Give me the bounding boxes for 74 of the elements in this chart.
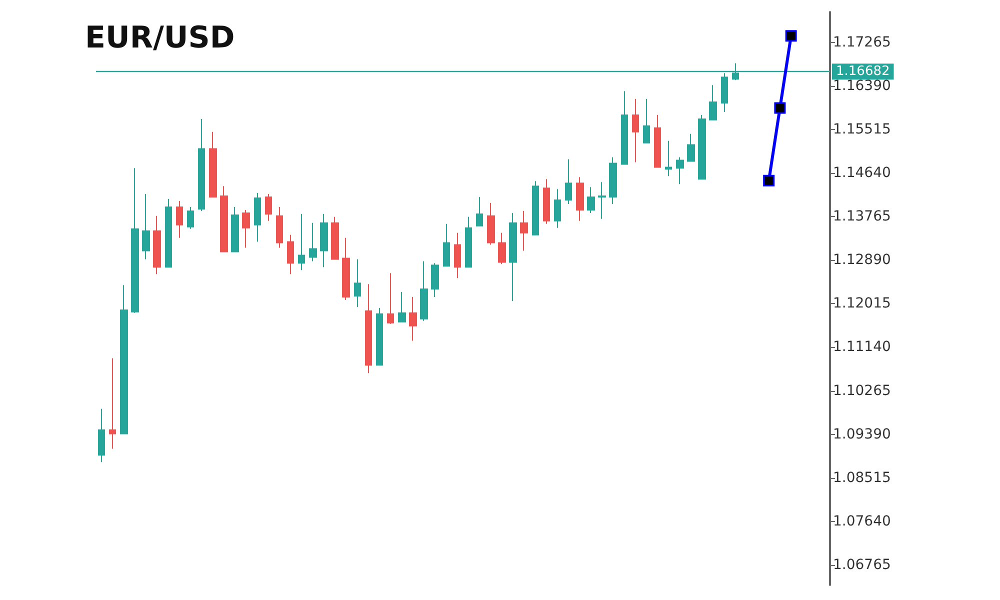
candlestick	[476, 196, 483, 226]
candlestick	[498, 232, 506, 265]
candlestick	[342, 237, 350, 300]
candlestick	[587, 186, 595, 214]
point	[763, 174, 775, 186]
y-tick-label: 1.17265	[833, 34, 891, 51]
candlestick	[454, 232, 461, 279]
candlestick	[420, 260, 428, 322]
y-tick-label: 1.16390	[833, 78, 891, 94]
candlestick	[287, 234, 294, 275]
candlestick	[465, 216, 472, 268]
candlestick	[354, 258, 361, 308]
y-tick-label: 1.08515	[833, 470, 891, 486]
candlestick	[209, 131, 217, 198]
candlestick	[331, 216, 339, 260]
candlestick	[276, 206, 283, 248]
candlestick	[709, 84, 717, 120]
y-tick-label: 1.09390	[833, 426, 891, 442]
candlestick	[176, 200, 183, 238]
candlestick	[376, 307, 383, 366]
candlestick	[254, 192, 261, 242]
candlestick	[131, 168, 139, 314]
candlestick	[609, 156, 617, 204]
candlestick	[220, 186, 228, 252]
candlestick	[309, 222, 317, 262]
candlestick	[687, 133, 695, 162]
candlestick	[698, 114, 706, 180]
chart-title: EUR/USD	[85, 20, 235, 56]
candlestick	[598, 182, 606, 220]
candlestick	[165, 198, 172, 268]
candlestick	[198, 118, 205, 212]
candlestick	[654, 114, 661, 168]
y-tick-label: 1.14640	[833, 165, 891, 182]
candlestick	[509, 212, 517, 302]
candlestick	[98, 408, 105, 463]
y-tick-label: 1.11140	[833, 339, 891, 356]
point	[785, 30, 797, 42]
y-tick-label: 1.10265	[833, 382, 891, 399]
candlestick	[187, 206, 194, 230]
candlestick	[387, 272, 394, 324]
candlestick	[643, 98, 650, 144]
candlestick	[298, 213, 305, 271]
candlestick	[665, 140, 672, 177]
candlestick	[242, 209, 250, 248]
candlestick	[109, 358, 116, 450]
candlestick	[543, 178, 550, 224]
candlestick	[409, 296, 417, 342]
candlestick	[231, 206, 239, 252]
candlestick	[621, 90, 628, 165]
y-tick-label: 1.06765	[833, 556, 891, 573]
candlestick	[431, 262, 439, 298]
candlestick	[120, 284, 128, 434]
candlestick	[265, 194, 272, 222]
candlestick	[398, 292, 406, 322]
candlestick	[576, 176, 584, 222]
candlestick	[487, 202, 495, 246]
candlestick	[676, 156, 684, 185]
point	[774, 102, 786, 114]
y-tick-label: 1.12015	[833, 296, 891, 312]
candlestick	[565, 158, 572, 204]
candlestick	[443, 223, 450, 267]
candlestick	[153, 215, 161, 275]
y-tick-label: 1.12890	[833, 252, 891, 268]
candlestick	[632, 98, 639, 163]
y-tick-label: 1.07640	[833, 513, 891, 530]
y-tick-label: 1.13765	[833, 208, 891, 225]
candlestick	[320, 213, 328, 268]
candlestick	[365, 284, 372, 374]
candlestick	[554, 188, 561, 228]
candlestick	[532, 180, 539, 236]
y-tick-label: 1.15515	[833, 122, 891, 138]
candlestick	[142, 194, 150, 260]
candlestick	[520, 210, 528, 252]
ref-line-label: 1.16682	[836, 64, 890, 80]
